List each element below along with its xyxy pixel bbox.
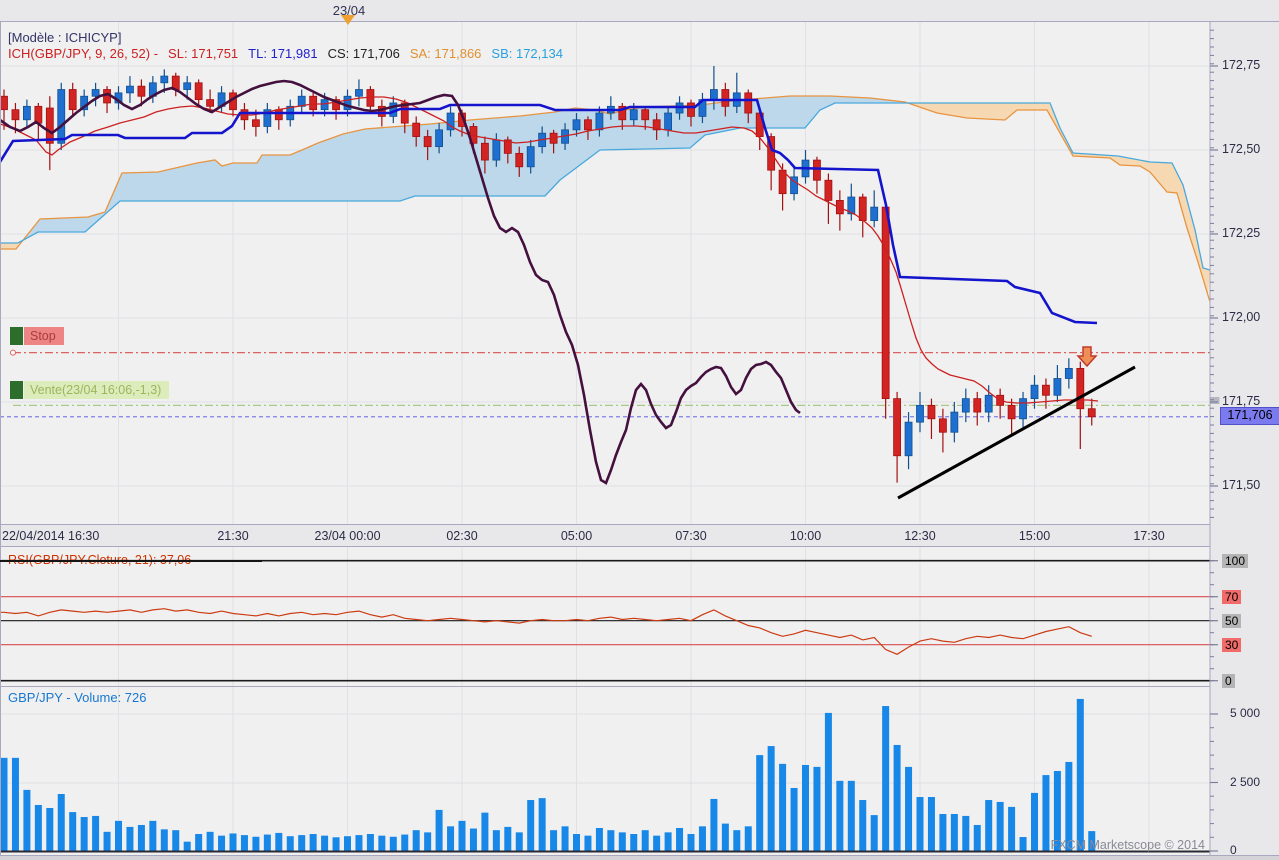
time-axis-label: 07:30 [675,529,707,543]
volume-level-label: 0 [1230,843,1237,857]
price-axis-label: 172,00 [1222,310,1261,324]
legend-sl: SL: 171,751 [168,46,239,61]
volume-level-label: 2 500 [1230,774,1261,789]
price-axis-label: 172,50 [1222,142,1261,156]
stop-flag-icon [10,327,23,345]
time-axis-label: 17:30 [1133,529,1165,543]
rsi-level-label: 100 [1222,553,1249,568]
time-axis-label: 12:30 [904,529,936,543]
rsi-level-label: 30 [1222,637,1242,652]
price-axis-label: 172,25 [1222,226,1261,240]
time-axis-label: 15:00 [1018,529,1051,543]
rsi-100-level-line [0,560,262,562]
legend-sa: SA: 171,866 [409,46,482,61]
volume-level-label: 5 000 [1230,706,1261,720]
ichimoku-legend: ICH(GBP/JPY, 9, 26, 52) - SL: 171,751 TL: … [8,46,573,61]
time-axis-label: 05:00 [560,529,593,543]
watermark-copyright: FXCM Marketscope © 2014 [1050,838,1205,852]
time-axis-label: 02:30 [446,529,478,543]
price-axis-label: 171,75 [1222,394,1261,408]
volume-panel-title: GBP/JPY - Volume: 726 [8,690,147,705]
legend-cs: CS: 171,706 [327,46,400,61]
legend-sb: SB: 172,134 [491,46,563,61]
time-axis-label: 21:30 [217,529,249,543]
legend-tl: TL: 171,981 [248,46,318,61]
model-title: [Modèle : ICHICYP] [8,30,122,45]
legend-ich: ICH(GBP/JPY, 9, 26, 52) - [8,46,159,61]
sell-flag-icon [10,381,23,399]
time-axis-label: 23/04 00:00 [314,529,381,543]
rsi-level-label: 70 [1222,589,1242,604]
rsi-level-label: 0 [1222,673,1235,688]
time-axis-label: 22/04/2014 16:30 [2,529,100,543]
stop-order-marker[interactable]: Stop [10,327,64,345]
stop-order-label: Stop [24,327,64,345]
time-axis-label: 10:00 [789,529,822,543]
day-separator-triangle-icon [341,15,355,25]
price-axis-label: 172,75 [1222,58,1261,72]
price-axis-label: 171,50 [1222,478,1261,492]
rsi-level-label: 50 [1222,613,1242,628]
day-separator-label: 23/04 [332,3,366,18]
sell-position-marker[interactable]: Vente(23/04 16:06,-1,3) [10,381,170,399]
sell-position-label: Vente(23/04 16:06,-1,3) [24,381,170,399]
last-price-tag: 171,706 [1220,407,1279,425]
